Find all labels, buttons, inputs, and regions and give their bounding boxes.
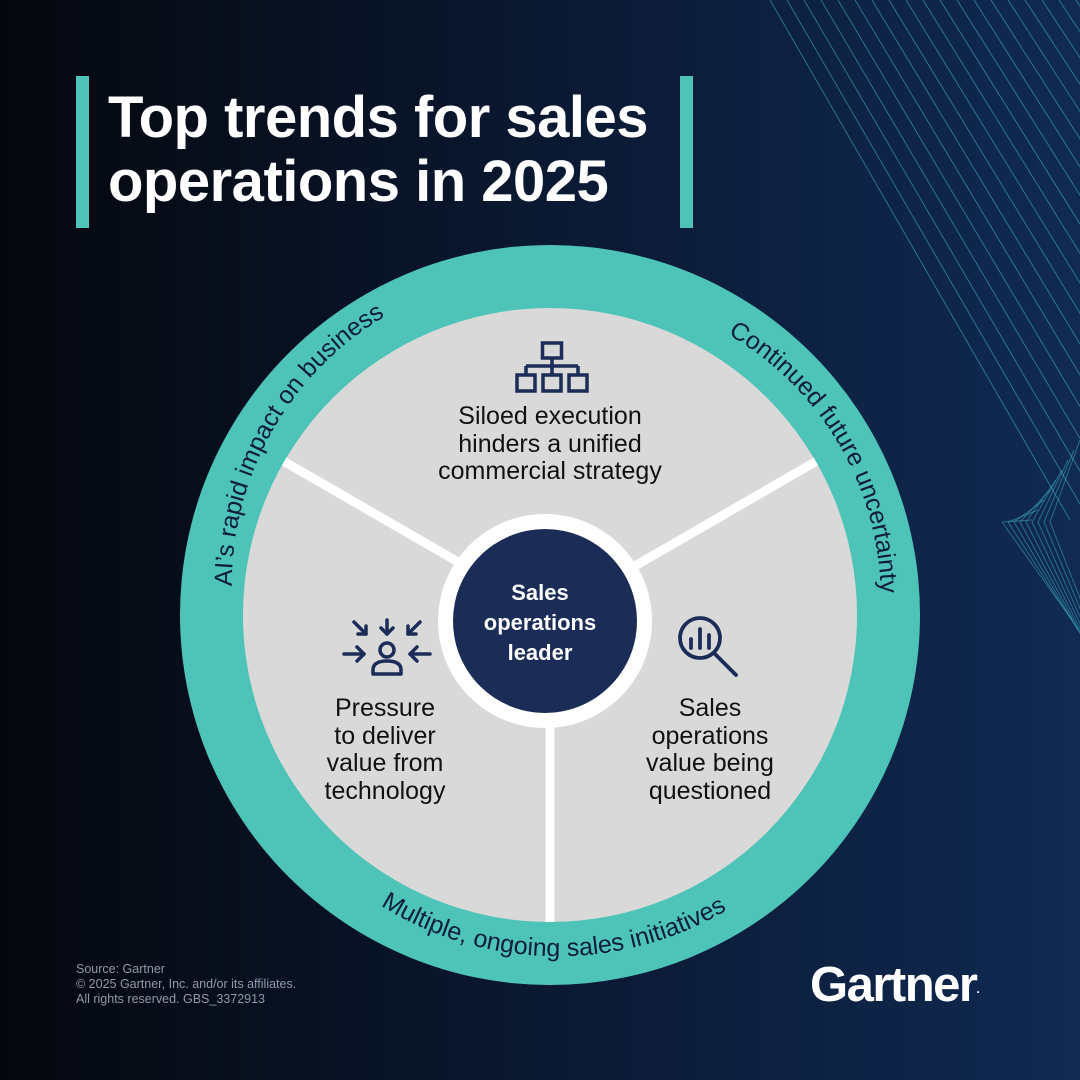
background-line [973, 0, 1080, 168]
background-line [905, 0, 1080, 284]
background-line [922, 0, 1080, 255]
segment-right-line-4: questioned [648, 776, 772, 805]
segment-top-line-1: Siloed execution [458, 402, 642, 430]
background-line [1013, 499, 1045, 523]
segment-top-line-2: hinders a unified [458, 429, 642, 458]
center-label: Sales operations leader [470, 578, 610, 668]
title-accent-bar-left [76, 76, 89, 228]
background-line [1007, 509, 1039, 523]
background-line [939, 0, 1080, 225]
org-chart-icon [515, 341, 589, 393]
background-line [1043, 521, 1080, 610]
center-line-1: Sales [511, 580, 569, 605]
background-line [1043, 449, 1075, 523]
center-line-3: leader [507, 640, 573, 665]
background-line [1007, 0, 1080, 113]
segment-top-line-3: commercial strategy [438, 457, 662, 485]
gartner-logo-mark: . [976, 982, 980, 996]
footer-rights: All rights reserved. GBS_3372913 [76, 992, 265, 1006]
background-line [1001, 519, 1033, 523]
background-line [820, 0, 1080, 440]
segment-left-line-2: to deliver [334, 721, 436, 750]
segment-left-text: Pressure to deliver value from technolog… [280, 694, 490, 805]
segment-left-line-4: technology [324, 776, 446, 805]
title-accent-bar-right [680, 76, 693, 228]
title-line-1: Top trends for sales [108, 85, 649, 150]
pressure-person-icon [342, 618, 432, 676]
background-line [956, 0, 1080, 197]
gartner-logo-text: Gartner [810, 958, 978, 1012]
background-line [1025, 479, 1057, 523]
background-line [990, 0, 1080, 140]
background-line [803, 0, 1080, 473]
footer-source: Source: Gartner [76, 962, 165, 976]
gartner-logo: Gartner. [810, 955, 980, 1019]
segment-right-text: Sales operations value being questioned [605, 694, 815, 805]
center-line-2: operations [483, 610, 597, 635]
background-line [1037, 459, 1069, 523]
center-circle [453, 529, 637, 713]
segment-right-line-2: operations [651, 721, 769, 750]
footer-copyright: © 2025 Gartner, Inc. and/or its affiliat… [76, 977, 297, 991]
source-footer: Source: Gartner © 2025 Gartner, Inc. and… [76, 962, 296, 1007]
background-line [1031, 521, 1080, 625]
segment-right-line-1: Sales [678, 694, 742, 722]
background-line [1024, 0, 1080, 86]
background-line [1037, 521, 1080, 619]
segment-top-text: Siloed execution hinders a unified comme… [400, 402, 700, 486]
background-line [854, 0, 1080, 376]
segment-left-line-3: value from [326, 749, 444, 777]
background-line [1025, 521, 1080, 630]
background-line [1001, 521, 1073, 621]
background-line [1019, 521, 1080, 633]
background-line [1049, 439, 1080, 523]
segment-right-line-3: value being [646, 749, 774, 777]
background-line [1031, 469, 1063, 523]
background-line [888, 0, 1080, 315]
background-line [1049, 521, 1080, 600]
page-title: Top trends for sales operations in 2025 [108, 86, 688, 214]
background-line [1013, 521, 1080, 635]
segment-left-line-1: Pressure [334, 694, 436, 722]
title-line-2: operations in 2025 [108, 149, 609, 214]
magnifier-chart-icon [678, 616, 738, 677]
background-line [871, 0, 1080, 345]
background-line [837, 0, 1080, 408]
background-line [786, 0, 1080, 505]
background-line [769, 0, 1071, 521]
